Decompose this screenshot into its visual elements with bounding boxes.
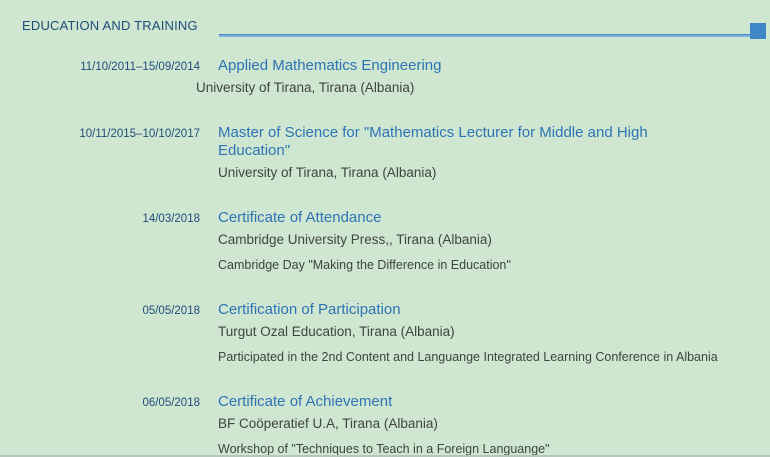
section-rule-square-icon	[750, 23, 766, 39]
education-entry: 06/05/2018 Certificate of Achievement BF…	[0, 393, 770, 457]
entry-date: 10/11/2015–10/10/2017	[79, 128, 200, 140]
entry-organisation: Turgut Ozal Education, Tirana (Albania)	[218, 324, 455, 339]
entry-content: Certification of Participation Turgut Oz…	[218, 301, 718, 365]
entry-organisation: University of Tirana, Tirana (Albania)	[218, 165, 437, 180]
entry-organisation: University of Tirana, Tirana (Albania)	[196, 80, 415, 95]
education-entries: 11/10/2011–15/09/2014 Applied Mathematic…	[0, 46, 770, 457]
entry-organisation: BF Coöperatief U.A, Tirana (Albania)	[218, 416, 438, 431]
education-entry: 10/11/2015–10/10/2017 Master of Science …	[0, 124, 770, 181]
entry-title: Applied Mathematics Engineering	[218, 57, 442, 74]
entry-description: Participated in the 2nd Content and Lang…	[218, 350, 718, 364]
entry-content: Certificate of Attendance Cambridge Univ…	[218, 209, 511, 273]
entry-date: 11/10/2011–15/09/2014	[80, 61, 200, 73]
entry-date: 05/05/2018	[142, 305, 200, 317]
entry-organisation: Cambridge University Press,, Tirana (Alb…	[218, 232, 492, 247]
section-title: EDUCATION AND TRAINING	[22, 18, 198, 33]
entry-title: Certificate of Attendance	[218, 209, 382, 226]
education-entry: 14/03/2018 Certificate of Attendance Cam…	[0, 209, 770, 273]
section-header: EDUCATION AND TRAINING	[0, 0, 770, 46]
entry-content: Certificate of Achievement BF Coöperatie…	[218, 393, 550, 457]
entry-title: Master of Science for "Mathematics Lectu…	[218, 124, 648, 159]
section-rule-divider	[219, 34, 750, 37]
entry-description: Cambridge Day "Making the Difference in …	[218, 258, 511, 272]
education-entry: 11/10/2011–15/09/2014 Applied Mathematic…	[0, 57, 770, 96]
entry-content: Master of Science for "Mathematics Lectu…	[218, 124, 670, 181]
entry-date: 14/03/2018	[142, 213, 200, 225]
entry-description: Workshop of "Techniques to Teach in a Fo…	[218, 442, 550, 456]
entry-title: Certification of Participation	[218, 301, 401, 318]
education-entry: 05/05/2018 Certification of Participatio…	[0, 301, 770, 365]
page-bottom-edge	[0, 455, 770, 457]
entry-date: 06/05/2018	[142, 397, 200, 409]
entry-title: Certificate of Achievement	[218, 393, 393, 410]
entry-content: Applied Mathematics Engineering Universi…	[196, 57, 442, 96]
